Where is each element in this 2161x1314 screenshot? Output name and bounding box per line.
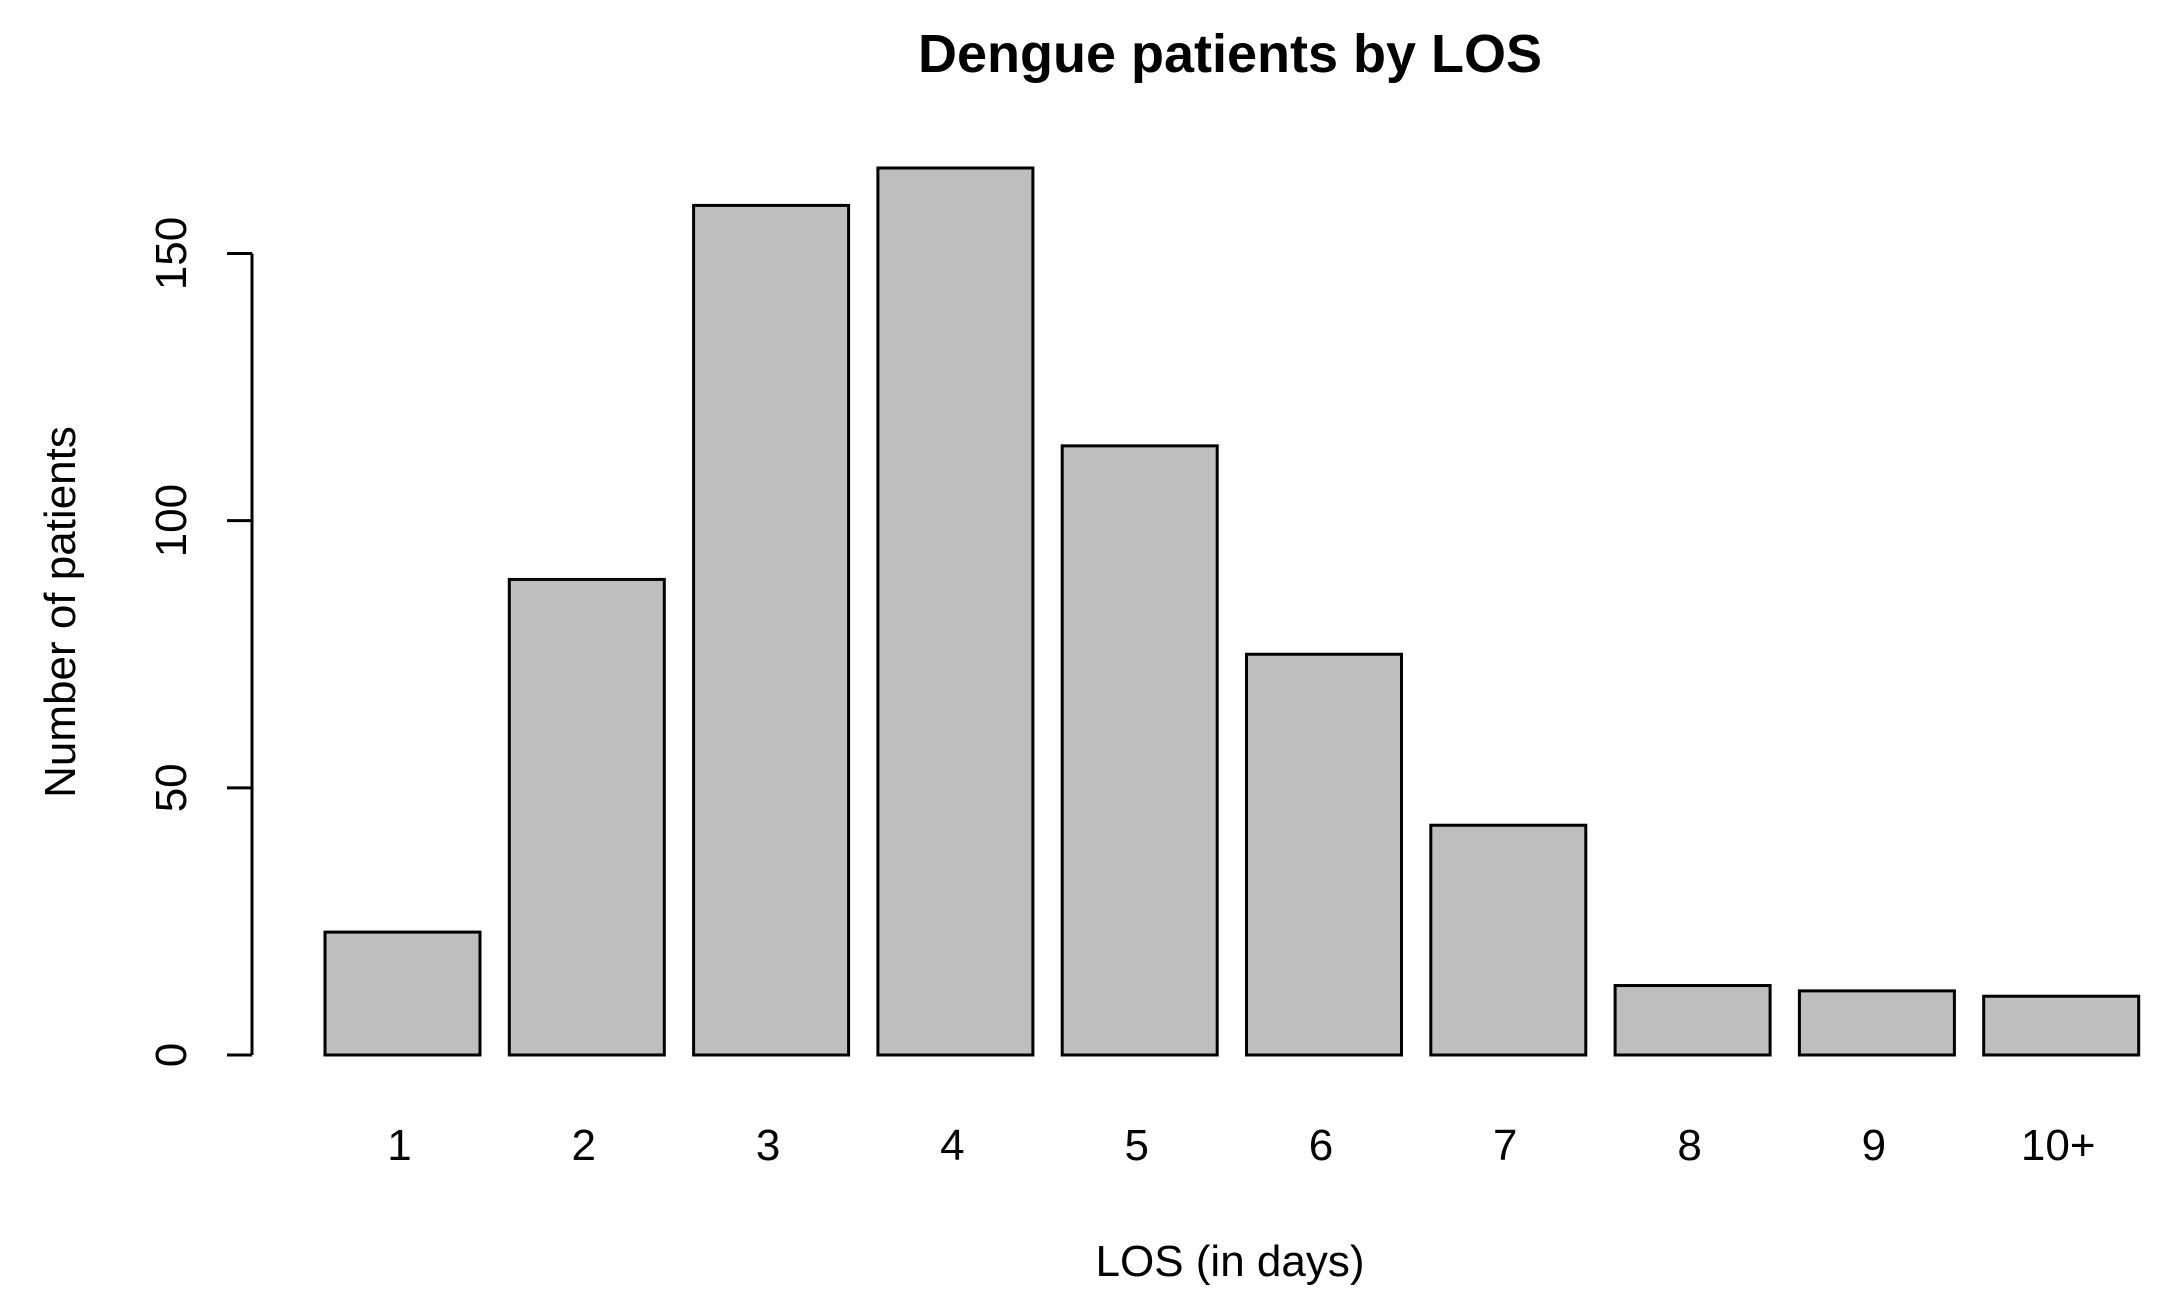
x-tick-label: 5 xyxy=(1124,1121,1148,1170)
x-tick-labels-group: 1 2 3 4 5 6 7 8 9 10+ xyxy=(387,1121,2095,1170)
x-tick-label: 2 xyxy=(572,1121,596,1170)
bar xyxy=(876,166,1035,1057)
bars-group xyxy=(323,166,2141,1057)
x-tick-label: 8 xyxy=(1677,1121,1701,1170)
x-tick-label: 1 xyxy=(387,1121,411,1170)
x-tick-label: 6 xyxy=(1309,1121,1333,1170)
x-tick-label: 3 xyxy=(756,1121,780,1170)
bar xyxy=(1429,823,1588,1057)
bar xyxy=(1060,444,1219,1057)
y-tick-label: 0 xyxy=(147,1043,196,1067)
x-tick-label: 9 xyxy=(1862,1121,1886,1170)
chart-title: Dengue patients by LOS xyxy=(918,24,1542,84)
bar xyxy=(507,577,666,1057)
y-axis: 0 50 100 150 xyxy=(147,217,254,1067)
x-tick-label: 4 xyxy=(940,1121,964,1170)
bar xyxy=(323,930,482,1057)
y-tick-label: 50 xyxy=(147,763,196,812)
bar xyxy=(692,203,851,1057)
bar xyxy=(1982,994,2141,1057)
x-axis-label: LOS (in days) xyxy=(1096,1237,1365,1286)
y-axis-label: Number of patients xyxy=(36,426,85,798)
y-tick-label: 150 xyxy=(147,217,196,290)
bar xyxy=(1797,989,1956,1057)
bar xyxy=(1613,984,1772,1057)
bar xyxy=(1245,652,1403,1057)
x-tick-label: 10+ xyxy=(2021,1121,2096,1170)
y-tick-label: 100 xyxy=(147,484,196,557)
x-tick-label: 7 xyxy=(1493,1121,1517,1170)
